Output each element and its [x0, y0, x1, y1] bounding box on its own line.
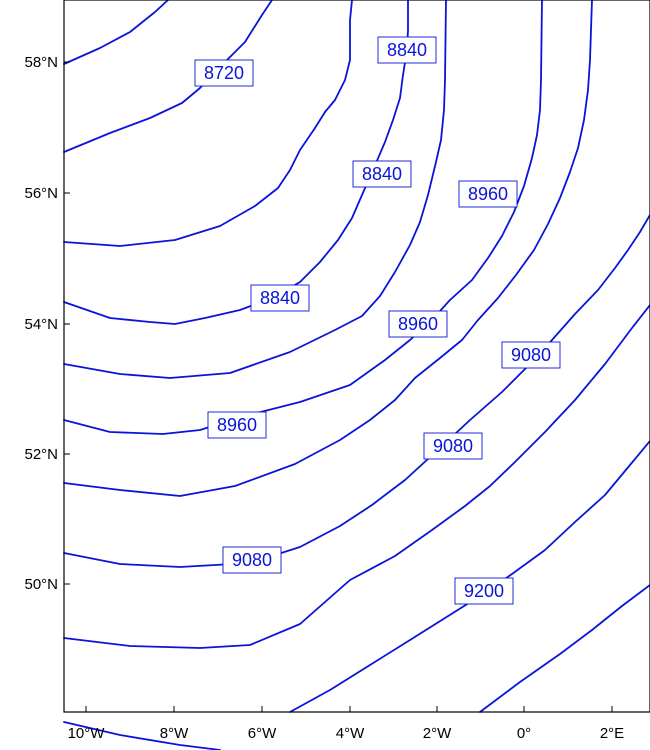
axis-ticks	[64, 61, 613, 712]
contour-line	[63, 304, 650, 649]
contour-label-box	[352, 160, 412, 188]
contour-lines	[63, 0, 650, 750]
lon-label: 6°W	[248, 725, 277, 742]
contour-label-box	[250, 284, 310, 312]
lat-label: 54°N	[24, 316, 58, 333]
contour-label: 8840	[362, 164, 402, 184]
contour-line	[63, 214, 650, 568]
contour-label: 8960	[398, 314, 438, 334]
contour-line	[63, 0, 273, 153]
contour-line	[63, 0, 447, 379]
contour-label-box	[377, 36, 437, 64]
lon-label: 10°W	[68, 725, 106, 742]
contour-line	[63, 0, 543, 435]
contour-label: 8960	[217, 415, 257, 435]
contour-label: 9080	[232, 550, 272, 570]
contour-label: 9080	[433, 436, 473, 456]
contour-label-box	[501, 341, 561, 369]
contour-label-box	[458, 180, 518, 208]
lat-label: 52°N	[24, 446, 58, 463]
contour-label-box	[388, 310, 448, 338]
lon-label: 8°W	[160, 725, 189, 742]
lat-label: 50°N	[24, 576, 58, 593]
contour-label-box	[194, 59, 254, 87]
contour-label-box	[454, 577, 514, 605]
contour-label: 9080	[511, 345, 551, 365]
contour-line	[63, 721, 221, 750]
latitude-axis: 58°N 56°N 54°N 52°N 50°N	[24, 54, 58, 593]
contour-label-box	[207, 411, 267, 439]
contour-label: 9200	[464, 581, 504, 601]
contour-label: 8960	[468, 184, 508, 204]
contour-line	[63, 0, 353, 247]
contour-label: 8720	[204, 63, 244, 83]
contour-label-box	[423, 432, 483, 460]
map-frame	[63, 0, 650, 713]
contour-label: 8840	[387, 40, 427, 60]
contour-label: 8840	[260, 288, 300, 308]
lon-label: 2°E	[600, 725, 624, 742]
contour-line	[289, 440, 650, 713]
contour-line	[479, 584, 650, 713]
lon-label: 0°	[517, 725, 531, 742]
lon-label: 2°W	[423, 725, 452, 742]
longitude-axis: 10°W 8°W 6°W 4°W 2°W 0° 2°E	[68, 725, 625, 742]
contour-labels: 8720 8840 8840 8840 8960 8960 8960 9080 9080 9080…	[194, 36, 561, 605]
lat-label: 58°N	[24, 54, 58, 71]
contour-label-box	[222, 546, 282, 574]
lat-label: 56°N	[24, 185, 58, 202]
contour-line	[63, 0, 409, 325]
contour-line	[63, 0, 593, 497]
lon-label: 4°W	[336, 725, 365, 742]
contour-line	[63, 0, 169, 65]
